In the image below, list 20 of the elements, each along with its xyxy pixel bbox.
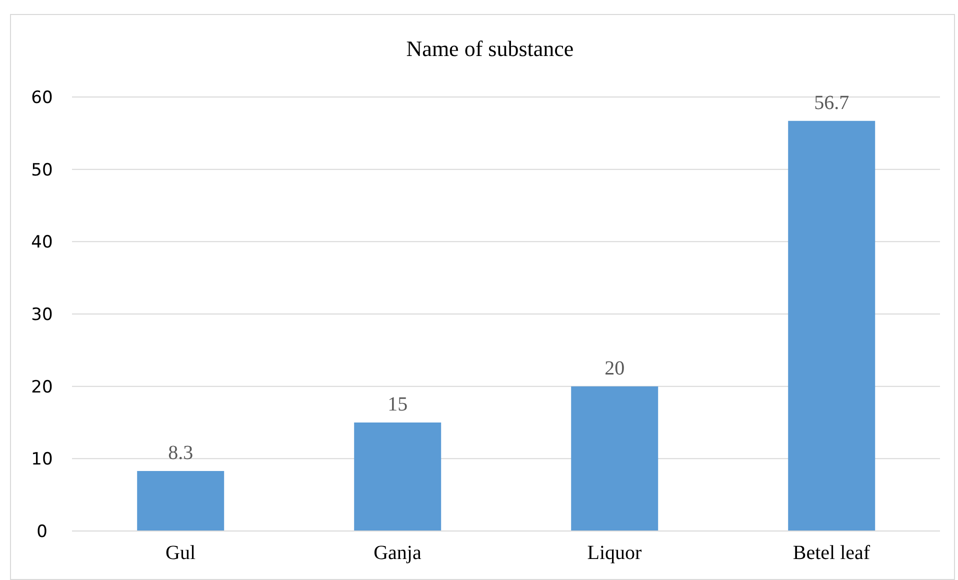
- y-tick-label: 40: [31, 232, 53, 253]
- y-tick-label: 0: [36, 522, 48, 542]
- x-tick-label: Gul: [166, 542, 196, 564]
- data-label: 56.7: [814, 92, 850, 114]
- data-label: 8.3: [168, 442, 194, 464]
- y-tick-label: 20: [31, 377, 53, 398]
- chart-title: Name of substance: [405, 36, 575, 62]
- x-tick-label: Ganja: [374, 542, 422, 564]
- y-tick-label: 50: [31, 160, 53, 180]
- y-tick-label: 30: [31, 305, 53, 326]
- x-tick-label: Liquor: [587, 542, 642, 564]
- bar: [571, 386, 658, 531]
- bar: [137, 470, 224, 531]
- data-label: 20: [604, 357, 625, 380]
- x-tick-label: Betel leaf: [792, 542, 870, 564]
- bar: [788, 120, 876, 531]
- bar: [354, 422, 442, 531]
- data-label: 15: [388, 394, 408, 416]
- y-tick-label: 10: [31, 450, 53, 470]
- y-tick-label: 60: [31, 88, 53, 108]
